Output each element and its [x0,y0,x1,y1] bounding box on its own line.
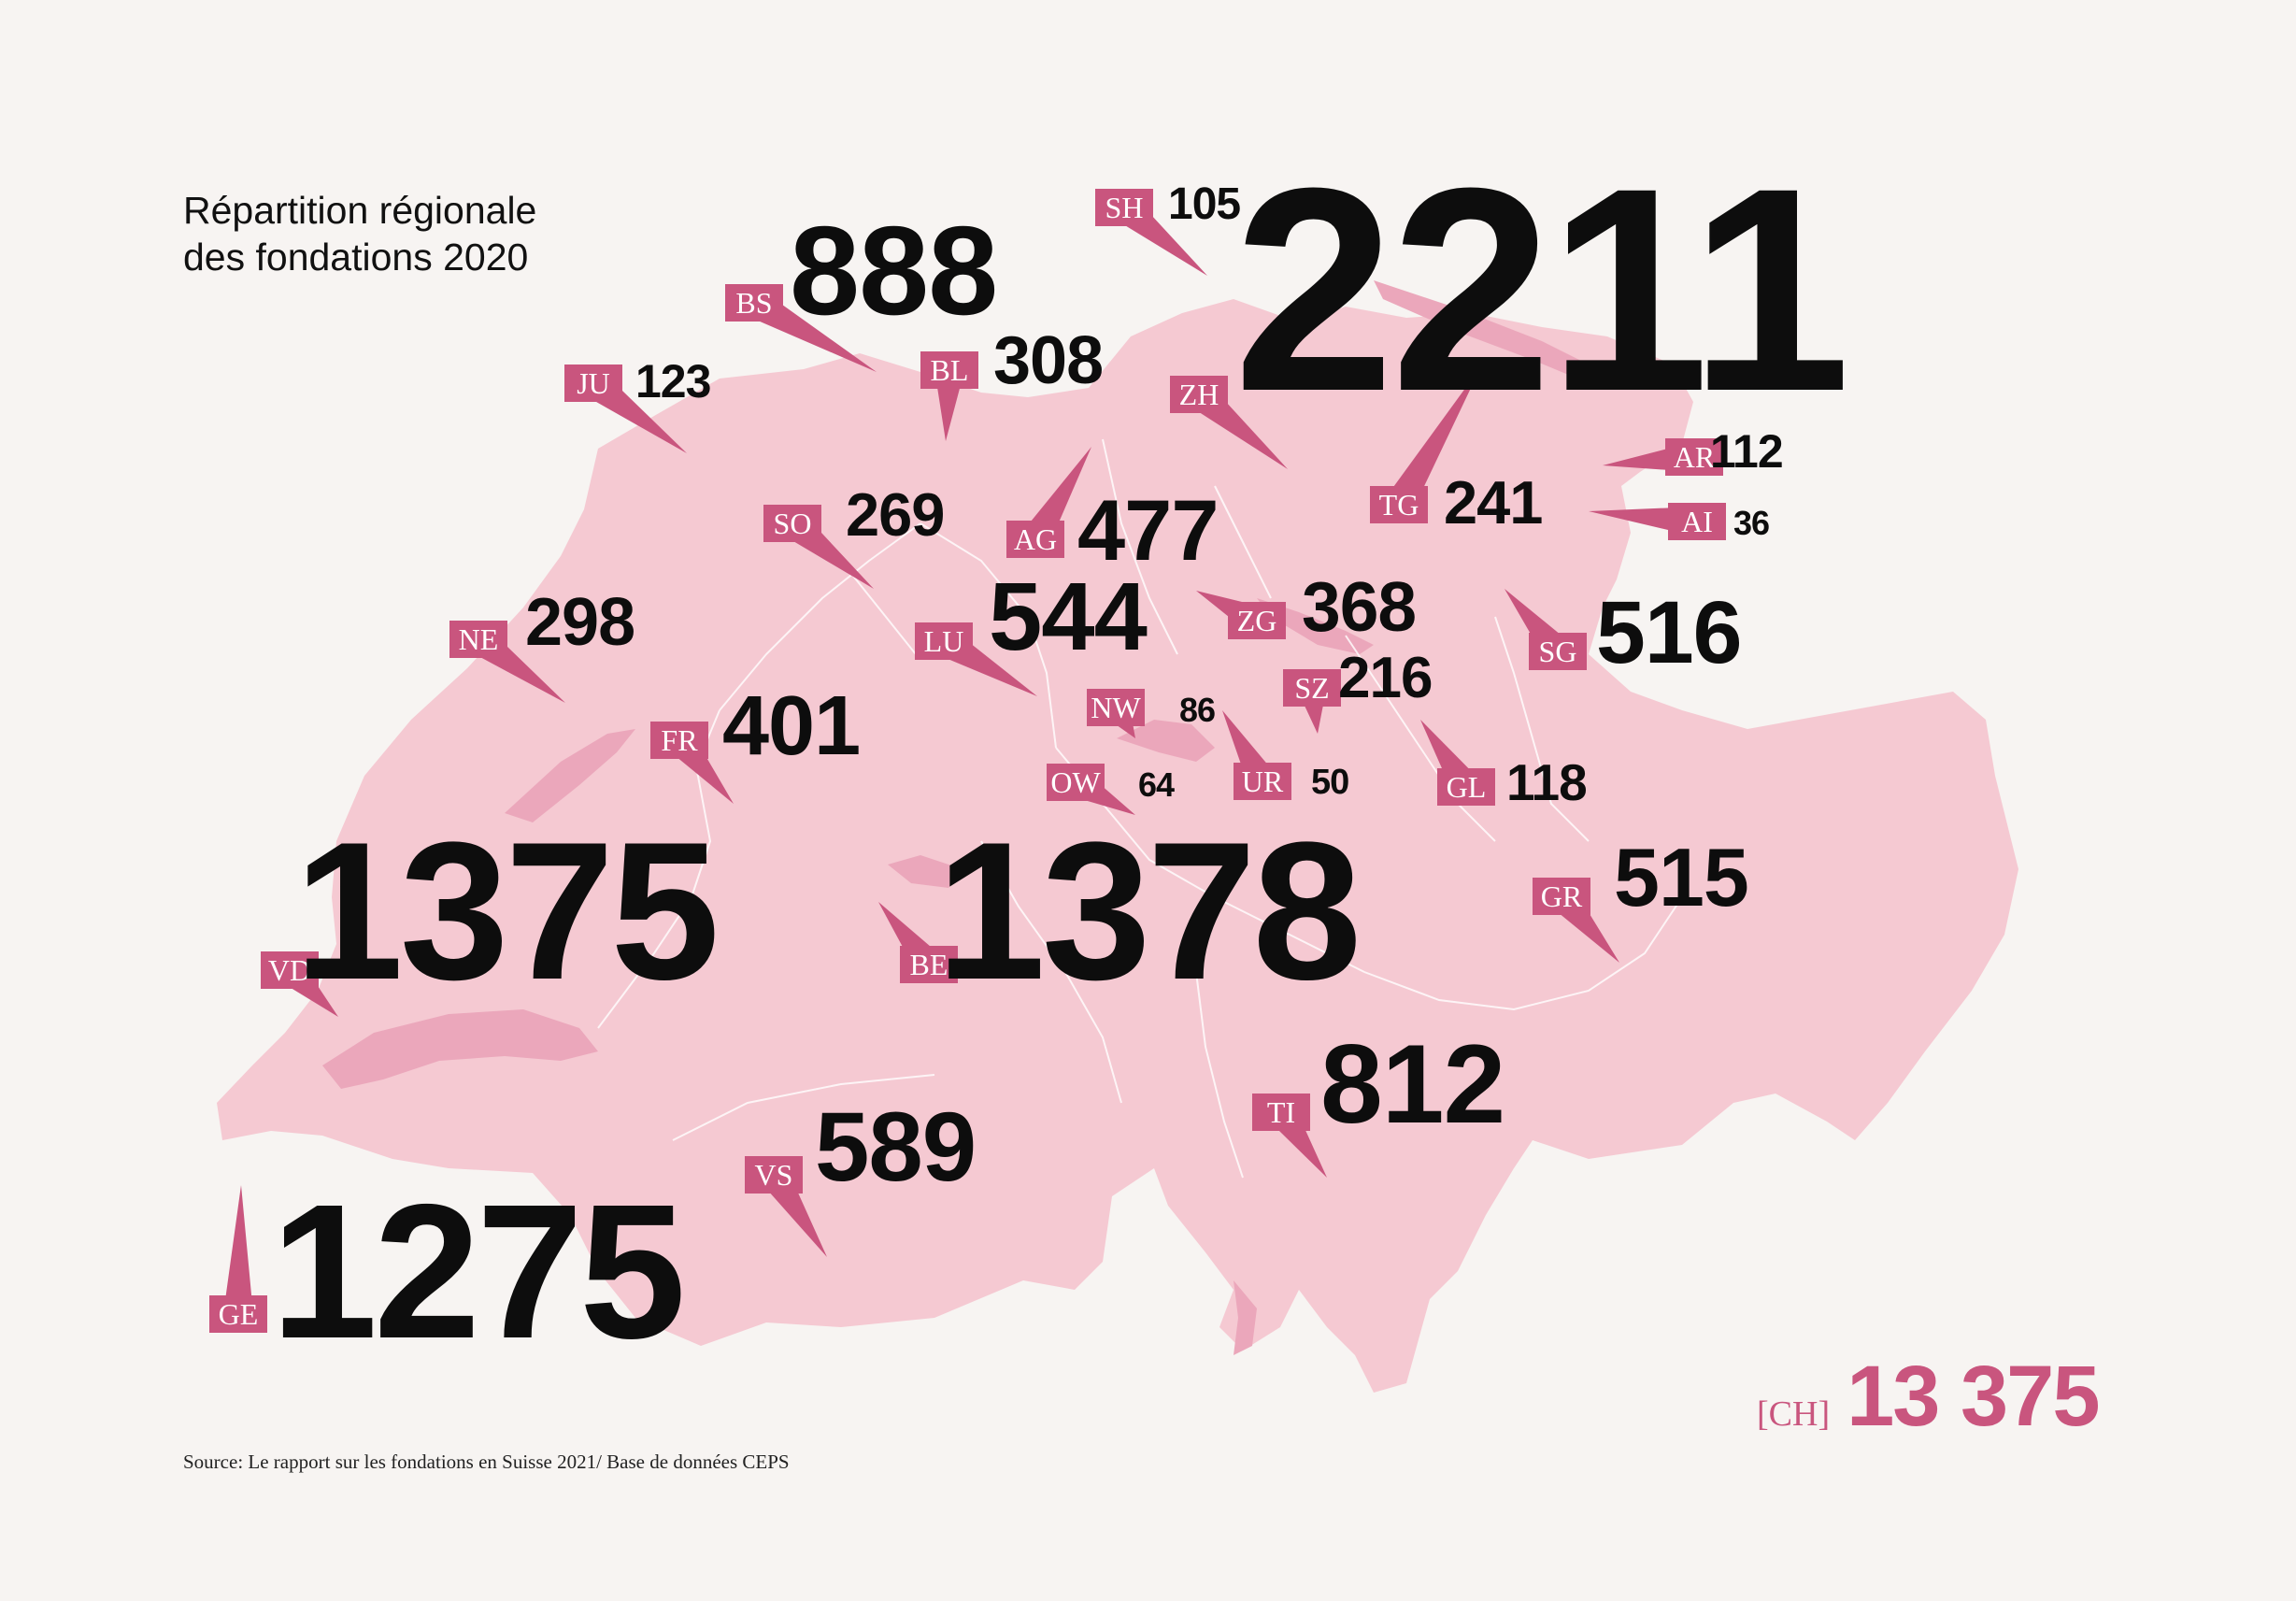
lake-thun [888,855,963,888]
lake-geneva [322,1009,598,1089]
lake-maggiore [1234,1280,1257,1355]
tag-zh [1170,376,1228,413]
lake-lucerne [1117,720,1215,762]
tag-vd [261,951,319,989]
lake-zurich [1257,598,1374,654]
total-value: 13 375 [1847,1349,2100,1444]
canton-code-ar: AR [1674,440,1716,474]
canton-code-nw: NW [1091,691,1141,724]
canton-code-ai: AI [1681,505,1713,538]
canton-code-ge: GE [219,1297,259,1331]
canton-code-zh: ZH [1179,378,1219,411]
canton-code-bs: BS [735,286,772,320]
canton-code-ju: JU [577,366,610,400]
canton-code-ur: UR [1242,765,1284,798]
tag-lu [915,622,973,660]
tag-ar [1665,438,1723,476]
canton-code-zg: ZG [1237,604,1277,637]
tag-ai [1668,503,1726,540]
tag-sh [1095,189,1153,226]
canton-code-so: SO [774,507,812,540]
tag-fr [650,722,708,759]
canton-code-be: BE [910,948,948,981]
canton-value-vs: 589 [815,1093,977,1202]
canton-code-fr: FR [661,723,698,757]
canton-code-gr: GR [1541,879,1583,913]
canton-value-ju: 123 [635,355,711,407]
tag-zg [1228,602,1286,639]
canton-value-gl: 118 [1506,753,1588,811]
pointer-ge [223,1185,253,1315]
lake-constance [1374,280,1598,383]
canton-code-vs: VS [755,1158,793,1192]
canton-value-vd: 1375 [294,801,720,1021]
canton-value-sh: 105 [1168,179,1241,229]
canton-value-fr: 401 [722,679,861,773]
canton-value-ti: 812 [1320,1022,1505,1147]
source-note: Source: Le rapport sur les fondations en… [183,1451,790,1473]
lake-neuchatel [505,729,635,822]
tag-ne [449,621,507,658]
total-switzerland: [CH] 13 375 [1757,1348,2101,1446]
canton-code-vd: VD [268,953,311,987]
canton-code-ow: OW [1050,765,1101,799]
canton-value-ow: 64 [1138,765,1175,804]
tag-ju [564,365,622,402]
canton-value-ag: 477 [1077,483,1219,579]
tag-nw [1087,689,1145,726]
canton-value-ur: 50 [1311,763,1349,802]
canton-value-nw: 86 [1179,691,1216,729]
tag-ge [209,1295,267,1333]
canton-code-tg: TG [1379,488,1419,522]
tag-ow [1047,764,1105,801]
canton-value-so: 269 [846,480,945,549]
tag-ag [1006,521,1064,558]
canton-value-ai: 36 [1733,504,1770,542]
canton-value-zg: 368 [1302,567,1417,646]
canton-code-sz: SZ [1294,671,1329,705]
canton-code-bl: BL [931,353,969,387]
map-title: Répartition régionale des fondations 202… [183,187,536,280]
canton-value-ne: 298 [525,585,635,660]
tag-ti [1252,1094,1310,1131]
canton-value-bs: 888 [790,200,998,341]
tag-be [900,946,958,983]
canton-value-zh: 2211 [1234,127,1851,451]
canton-value-gr: 515 [1614,831,1749,923]
switzerland-outline [217,299,2018,1393]
tag-vs [745,1156,803,1194]
tag-tg [1370,486,1428,523]
canton-value-tg: 241 [1444,468,1543,536]
tag-ur [1234,763,1291,800]
canton-value-ar: 112 [1710,425,1784,478]
canton-value-bl: 308 [993,323,1104,398]
canton-value-sz: 216 [1338,646,1433,710]
total-code: [CH] [1757,1394,1831,1434]
title-line-2: des fondations 2020 [183,236,529,279]
tag-gl [1437,768,1495,806]
canton-code-ag: AG [1014,522,1057,556]
canton-code-ti: TI [1267,1095,1295,1129]
tag-sg [1529,633,1587,670]
canton-borders [597,438,1683,1179]
tag-sz [1283,669,1341,707]
tag-so [763,505,821,542]
canton-value-lu: 544 [989,563,1148,670]
canton-code-sg: SG [1539,635,1577,668]
canton-tags: GE VD BE ZH BS TI VS LU SG GR AG FR ZG BL NE SO TG SZ JU GL… [209,189,1726,1333]
pointer-tg [1386,366,1481,513]
tag-bs [725,284,783,322]
tag-bl [920,351,978,389]
canton-code-sh: SH [1105,191,1144,224]
title-line-1: Répartition régionale [183,189,537,232]
canton-value-sg: 516 [1596,583,1743,682]
canton-code-gl: GL [1447,770,1487,804]
canton-value-ge: 1275 [271,1165,686,1379]
tag-gr [1533,878,1590,915]
canton-value-be: 1378 [936,801,1362,1021]
canton-code-ne: NE [459,622,499,656]
canton-code-lu: LU [924,624,964,658]
